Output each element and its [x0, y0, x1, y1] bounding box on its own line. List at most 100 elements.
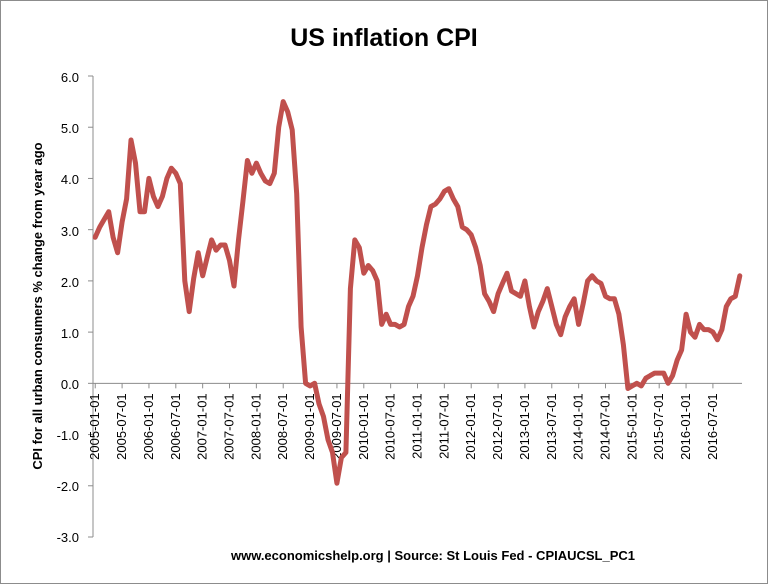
data-point	[294, 191, 299, 196]
x-tick-label: 2014-01-01	[571, 393, 586, 460]
data-point	[120, 220, 125, 225]
data-point	[554, 322, 559, 327]
data-point	[169, 166, 174, 171]
data-point	[299, 325, 304, 330]
data-point	[451, 196, 456, 201]
data-point	[321, 414, 326, 419]
data-point	[514, 291, 519, 296]
data-point	[693, 335, 698, 340]
data-point	[102, 217, 107, 222]
data-point	[590, 273, 595, 278]
data-point	[702, 327, 707, 332]
data-point	[505, 271, 510, 276]
data-point	[361, 271, 366, 276]
data-point	[205, 255, 210, 260]
x-tick-label: 2008-01-01	[248, 393, 263, 460]
data-point	[710, 330, 715, 335]
y-tick-label: 4.0	[61, 172, 79, 187]
y-tick-label: 3.0	[61, 224, 79, 239]
y-tick-label: -2.0	[57, 479, 79, 494]
data-point	[567, 304, 572, 309]
data-point	[303, 381, 308, 386]
data-point	[200, 273, 205, 278]
data-point	[384, 312, 389, 317]
data-point	[500, 281, 505, 286]
data-point	[133, 161, 138, 166]
y-tick-label: 0.0	[61, 377, 79, 392]
data-point	[388, 322, 393, 327]
data-point	[348, 286, 353, 291]
x-tick-label: 2011-01-01	[410, 393, 425, 459]
data-point	[540, 299, 545, 304]
data-point	[93, 235, 98, 240]
data-point	[527, 304, 532, 309]
data-point	[625, 386, 630, 391]
data-point	[420, 245, 425, 250]
data-point	[366, 263, 371, 268]
data-point	[326, 437, 331, 442]
data-point	[254, 161, 259, 166]
data-point	[160, 194, 165, 199]
data-point	[496, 291, 501, 296]
x-tick-label: 2011-07-01	[436, 393, 451, 459]
data-point	[285, 109, 290, 114]
data-point	[666, 381, 671, 386]
x-tick-label: 2006-07-01	[168, 393, 183, 460]
data-point	[308, 383, 313, 388]
data-point	[312, 381, 317, 386]
data-point	[437, 196, 442, 201]
data-point	[621, 342, 626, 347]
y-tick-label: -3.0	[57, 530, 79, 545]
data-point	[563, 314, 568, 319]
data-point	[97, 225, 102, 230]
data-point	[446, 186, 451, 191]
data-point	[352, 237, 357, 242]
data-point	[375, 278, 380, 283]
data-point	[594, 278, 599, 283]
data-point	[146, 176, 151, 181]
data-point	[603, 294, 608, 299]
x-tick-labels: 2005-01-01 2005-07-01 2006-01-01 2006-07-01…	[87, 393, 720, 460]
data-point	[330, 450, 335, 455]
data-point	[469, 232, 474, 237]
data-point	[522, 278, 527, 283]
data-point	[670, 373, 675, 378]
y-tick-label: 5.0	[61, 121, 79, 136]
data-point	[634, 381, 639, 386]
data-point	[111, 235, 116, 240]
data-point	[232, 284, 237, 289]
y-axis-label: CPI for all urban consumers % change fro…	[30, 142, 45, 469]
data-point	[142, 209, 147, 214]
data-point	[684, 312, 689, 317]
data-point	[531, 325, 536, 330]
data-point	[151, 194, 156, 199]
x-tick-label: 2009-01-01	[302, 393, 317, 460]
x-tick-label: 2012-01-01	[463, 393, 478, 460]
data-point	[402, 322, 407, 327]
data-point	[290, 127, 295, 132]
data-point	[393, 322, 398, 327]
data-point	[639, 383, 644, 388]
data-point	[187, 309, 192, 314]
data-point	[545, 286, 550, 291]
data-point	[558, 332, 563, 337]
data-point	[478, 263, 483, 268]
data-point	[155, 204, 160, 209]
data-point	[258, 171, 263, 176]
y-tick-label: 6.0	[61, 70, 79, 85]
data-point	[406, 304, 411, 309]
data-point	[164, 176, 169, 181]
data-point	[227, 258, 232, 263]
data-point	[585, 278, 590, 283]
data-point	[178, 181, 183, 186]
data-point	[630, 383, 635, 388]
data-point	[572, 296, 577, 301]
data-point	[214, 248, 219, 253]
data-point	[697, 322, 702, 327]
data-point	[124, 196, 129, 201]
data-point	[281, 99, 286, 104]
data-point	[218, 243, 223, 248]
data-point	[719, 327, 724, 332]
x-tick-label: 2009-07-01	[329, 393, 344, 460]
